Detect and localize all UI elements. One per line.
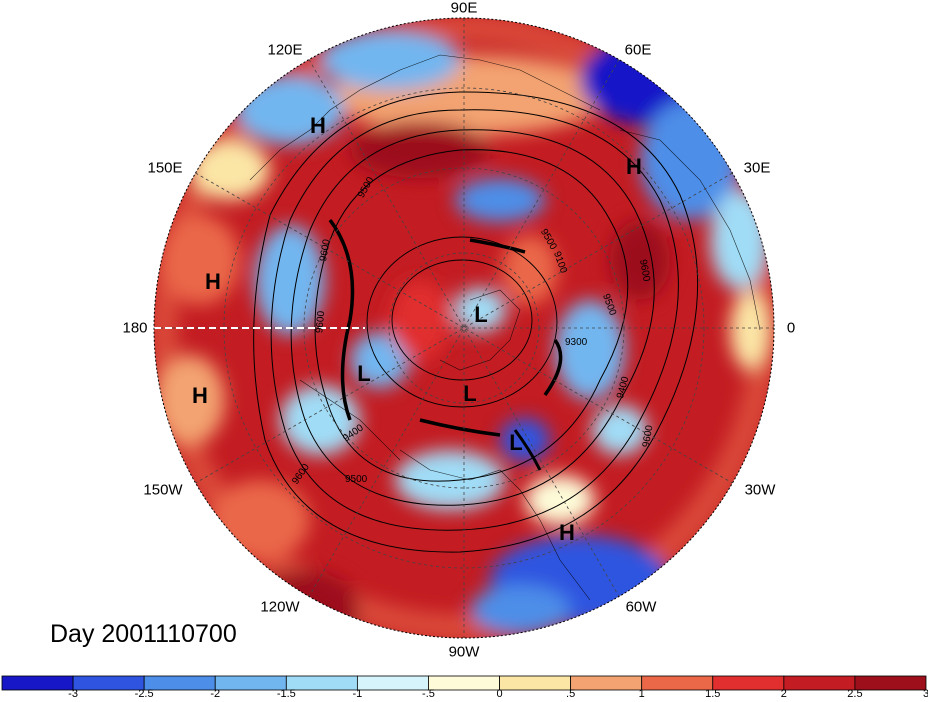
contour-label: 9600	[641, 424, 656, 448]
low-center: L	[509, 430, 522, 455]
colorbar-tick-label: -1	[352, 688, 363, 700]
lon-label-0: 0	[786, 319, 796, 337]
coastlines	[249, 54, 761, 601]
contour-label: 9600	[314, 310, 327, 334]
colorbar-tick-label: 2	[780, 688, 787, 700]
lon-label-120e: 120E	[267, 41, 303, 59]
colorbar-box	[428, 675, 500, 691]
colorbar-box	[499, 675, 572, 691]
low-center: L	[463, 381, 476, 406]
low-center: L	[474, 302, 487, 327]
colorbar-tick-label: 0	[496, 688, 503, 700]
low-center: L	[357, 361, 370, 386]
lon-label-90e: 90E	[450, 0, 478, 17]
colorbar	[1, 675, 927, 691]
contour-label: 9600	[318, 238, 333, 262]
colorbar-box	[783, 675, 856, 691]
high-center: H	[192, 383, 208, 408]
height-contours	[253, 91, 699, 553]
anomaly-field	[154, 18, 774, 638]
contour-label: 9500	[345, 474, 368, 485]
colorbar-box	[214, 675, 287, 691]
colorbar-tick-label: -2	[210, 688, 221, 700]
colorbar-box	[285, 675, 358, 691]
colorbar-box	[570, 675, 643, 691]
lon-label-150w: 150W	[143, 481, 183, 499]
high-center: H	[310, 113, 326, 138]
colorbar-tick-label: -3	[68, 688, 78, 700]
colorbar-box	[356, 675, 429, 691]
colorbar-tick-label: 2.5	[847, 688, 863, 700]
colorbar-box	[712, 675, 785, 691]
contour-label: 9300	[565, 337, 588, 348]
lon-label-60e: 60E	[624, 41, 652, 59]
colorbar-tick-label: -.5	[422, 688, 435, 700]
colorbar-tick-label: 1.5	[705, 688, 721, 700]
colorbar-box	[72, 675, 145, 691]
colorbar-tick-label: 3	[922, 688, 928, 700]
colorbar-box	[143, 675, 216, 691]
high-center: H	[626, 154, 642, 179]
colorbar-tick-label: .5	[566, 688, 576, 700]
colorbar-box	[641, 675, 714, 691]
high-center: H	[205, 269, 221, 294]
lon-label-30e: 30E	[743, 159, 771, 177]
colorbar-tick-label: 1	[638, 688, 645, 700]
map-title: Day 2001110700	[50, 620, 237, 648]
map-boundary	[153, 17, 775, 639]
high-center: H	[559, 520, 575, 545]
lon-label-90w: 90W	[448, 643, 480, 661]
pressure-centers: H H H H H H L L L L	[192, 113, 642, 545]
lon-label-180: 180	[122, 319, 148, 337]
colorbar-tick-label: -2.5	[134, 688, 154, 700]
colorbar-box	[1, 675, 74, 691]
lon-label-60w: 60W	[625, 598, 657, 616]
lon-label-120w: 120W	[260, 598, 300, 616]
lon-label-150e: 150E	[147, 159, 183, 177]
colorbar-tick-label: -1.5	[276, 688, 296, 700]
colorbar-box	[854, 675, 927, 691]
contour-label: 9600	[637, 259, 652, 283]
lon-label-30w: 30W	[744, 481, 776, 499]
